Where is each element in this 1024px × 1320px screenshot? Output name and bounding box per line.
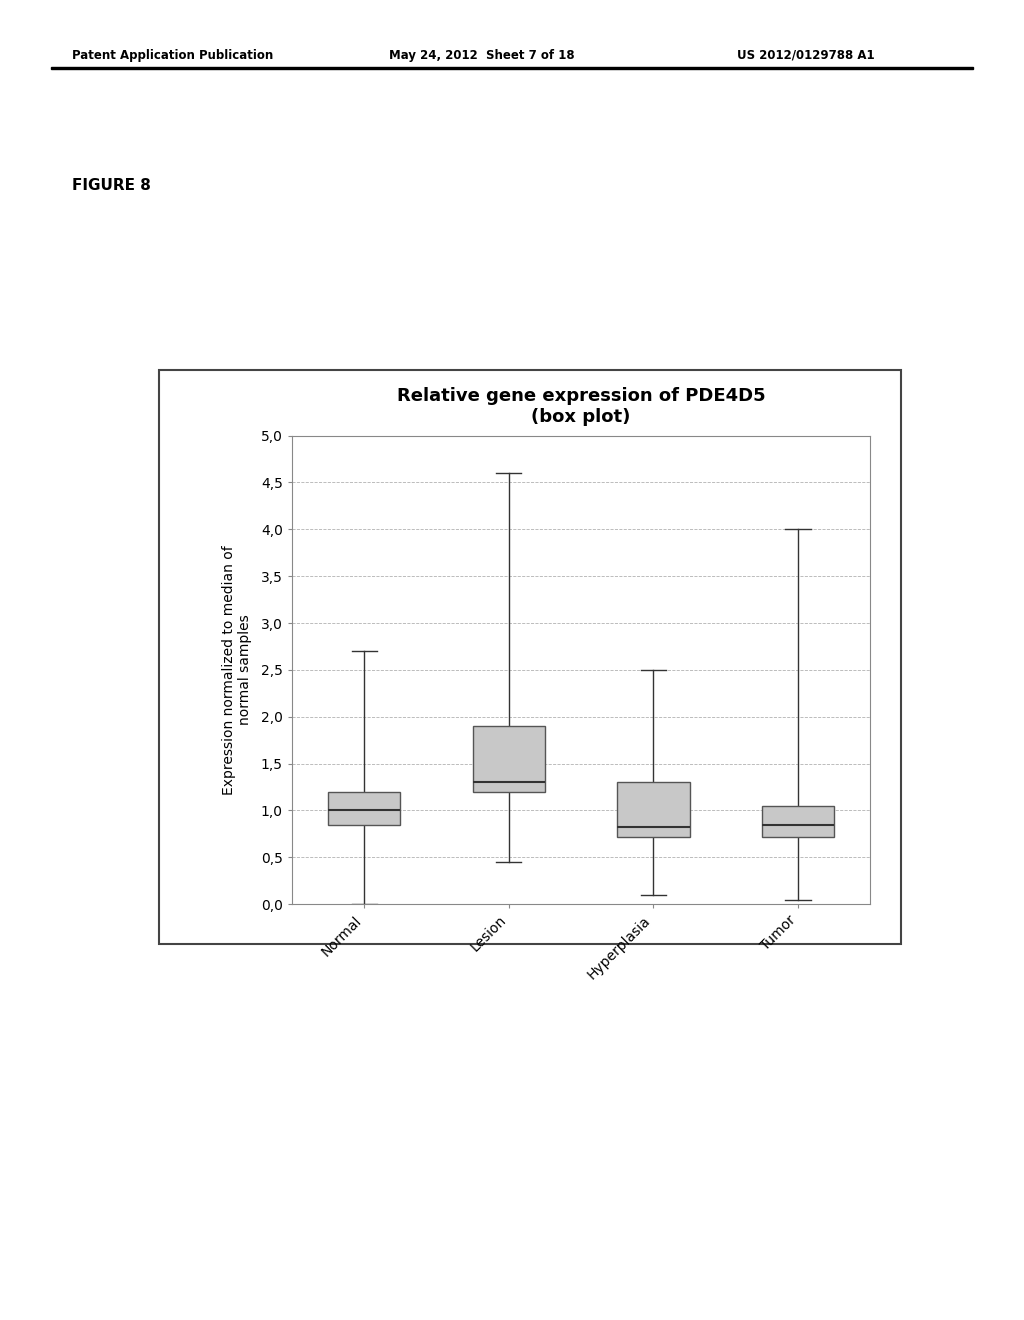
- Y-axis label: Expression normalized to median of
normal samples: Expression normalized to median of norma…: [222, 545, 253, 795]
- FancyBboxPatch shape: [617, 783, 689, 837]
- Text: May 24, 2012  Sheet 7 of 18: May 24, 2012 Sheet 7 of 18: [389, 49, 574, 62]
- FancyBboxPatch shape: [762, 805, 835, 837]
- FancyBboxPatch shape: [473, 726, 545, 792]
- Text: FIGURE 8: FIGURE 8: [72, 178, 151, 193]
- Text: US 2012/0129788 A1: US 2012/0129788 A1: [737, 49, 874, 62]
- Title: Relative gene expression of PDE4D5
(box plot): Relative gene expression of PDE4D5 (box …: [397, 387, 765, 426]
- FancyBboxPatch shape: [328, 792, 400, 825]
- Text: Patent Application Publication: Patent Application Publication: [72, 49, 273, 62]
